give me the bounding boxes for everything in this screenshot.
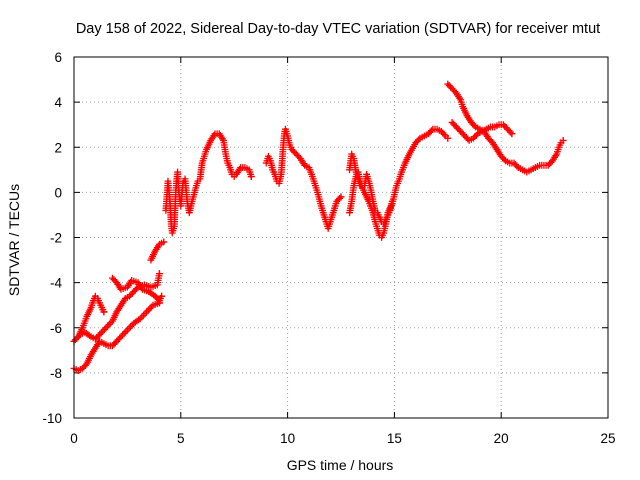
data-point — [559, 137, 567, 144]
data-point — [120, 329, 128, 337]
x-tick-label: 5 — [177, 431, 185, 446]
data-point — [127, 323, 135, 331]
data-point — [104, 322, 112, 330]
x-tick-label: 0 — [70, 431, 78, 446]
grid-layer — [74, 57, 608, 418]
data-point — [158, 292, 165, 300]
plot-area-border — [73, 56, 609, 419]
x-axis-label: GPS time / hours — [287, 457, 394, 473]
data-point — [336, 194, 343, 202]
y-tick-label: 4 — [54, 95, 62, 110]
data-point — [470, 122, 478, 129]
data-point — [440, 131, 448, 138]
data-point — [472, 131, 480, 139]
data-point — [388, 198, 396, 205]
data-point — [146, 305, 154, 312]
data-point — [105, 320, 113, 328]
data-point — [125, 324, 133, 332]
data-point — [444, 134, 452, 142]
data-point — [508, 130, 516, 138]
y-axis-label: SDTVAR / TECUs — [6, 184, 22, 296]
data-layer — [70, 80, 567, 375]
x-tick-label: 10 — [280, 431, 295, 446]
data-point — [513, 162, 521, 170]
data-point — [102, 324, 110, 332]
data-series — [162, 130, 255, 237]
data-point — [507, 128, 514, 136]
data-point — [100, 308, 108, 316]
data-series — [444, 80, 567, 176]
data-point — [160, 238, 168, 246]
data-series — [262, 125, 345, 232]
data-point — [141, 310, 149, 318]
data-point — [428, 127, 435, 135]
data-point — [247, 173, 255, 180]
data-point — [140, 311, 147, 319]
x-tick-label: 15 — [387, 431, 402, 446]
data-point — [500, 155, 508, 163]
y-tick-label: -8 — [50, 366, 62, 381]
tick-layer: 0 5 10 15 20 25 -10 -8 -6 -4 -2 0 2 4 6 — [42, 50, 615, 446]
data-series — [70, 299, 163, 375]
data-series — [109, 274, 165, 305]
data-point — [94, 332, 102, 340]
chart-title: Day 158 of 2022, Sidereal Day-to-day VTE… — [76, 21, 600, 37]
data-point — [133, 285, 141, 293]
y-tick-label: -2 — [50, 231, 62, 246]
data-point — [99, 327, 107, 335]
data-point — [124, 326, 131, 334]
data-point — [86, 332, 93, 340]
data-series — [346, 150, 396, 228]
y-tick-label: 0 — [54, 185, 62, 200]
data-point — [144, 306, 152, 314]
data-series — [147, 238, 168, 264]
y-tick-label: 2 — [54, 140, 62, 155]
y-tick-label: -6 — [50, 321, 62, 336]
y-tick-label: -4 — [50, 276, 62, 291]
data-point — [122, 328, 130, 336]
x-tick-label: 20 — [494, 431, 509, 446]
data-point — [143, 308, 151, 316]
data-point — [116, 334, 123, 342]
y-tick-label: 6 — [54, 50, 62, 65]
data-series — [448, 119, 516, 144]
y-tick-label: -10 — [42, 411, 62, 426]
data-point — [101, 326, 108, 333]
data-point — [337, 193, 345, 201]
x-tick-label: 25 — [600, 431, 615, 446]
data-point — [156, 270, 163, 277]
data-point — [415, 136, 423, 144]
